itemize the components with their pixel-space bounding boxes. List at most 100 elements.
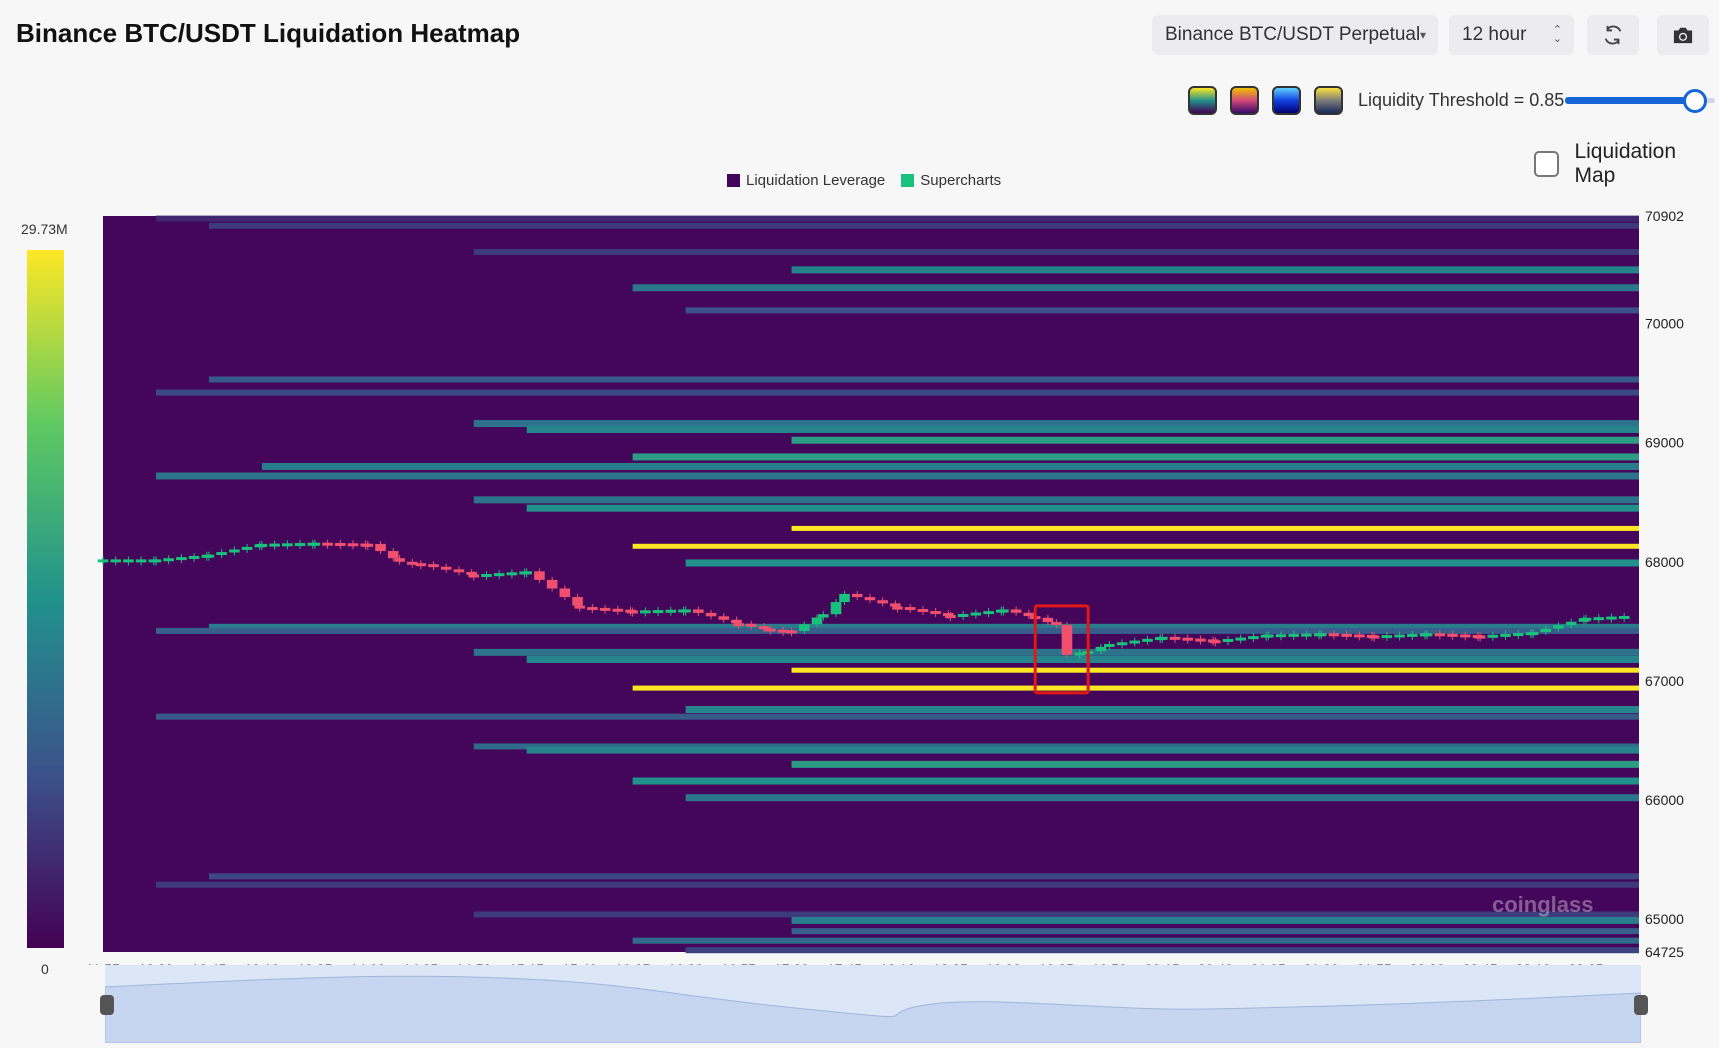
y-tick-label: 68000 — [1645, 554, 1684, 570]
x-tick-label: 17:45 — [827, 961, 862, 965]
heatmap-chart[interactable]: 70902 70000 69000 68000 67000 66000 65000 64725… — [0, 200, 1719, 965]
y-tick-label: 64725 — [1645, 944, 1684, 960]
candle-body — [309, 542, 321, 546]
palette-swatch-jet[interactable] — [1272, 86, 1301, 115]
candle-body — [1341, 633, 1352, 637]
candle-body — [1459, 634, 1471, 638]
liquidation-level-band — [685, 307, 1639, 314]
candle-body — [1540, 628, 1552, 633]
candle-body — [407, 561, 418, 565]
candle-body — [1222, 638, 1234, 642]
slider-knob[interactable] — [1682, 89, 1707, 113]
candle-body — [1195, 638, 1206, 642]
candle-body — [203, 554, 215, 558]
candle-body — [1288, 633, 1299, 637]
candle-body — [521, 571, 533, 575]
x-tick-label: 12:45 — [191, 961, 226, 965]
palette-swatch-cividis[interactable] — [1314, 86, 1343, 115]
candle-body — [229, 549, 240, 553]
x-tick-label: 11:55 — [86, 961, 120, 965]
liquidation-level-band — [632, 685, 1639, 691]
pair-select[interactable]: Binance BTC/USDT Perpetual ▾ — [1152, 15, 1438, 55]
candle-body — [1580, 617, 1592, 621]
liquidity-threshold-label: Liquidity Threshold = 0.85 — [1358, 90, 1565, 110]
candle-body — [627, 610, 638, 614]
camera-icon — [1673, 27, 1693, 44]
liquidation-map-toggle[interactable]: Liquidation Map — [1534, 140, 1719, 188]
navigator-right-handle[interactable] — [1634, 995, 1648, 1015]
x-tick-label: 15:15 — [509, 961, 544, 965]
liquidation-level-band — [526, 655, 1639, 663]
x-tick-label: 21:55 — [1357, 961, 1392, 965]
legend-swatch — [727, 174, 740, 187]
liquidation-level-band — [155, 627, 1639, 634]
legend-label: Supercharts — [920, 172, 1002, 189]
x-tick-label: 16:55 — [721, 961, 756, 965]
candle-body — [453, 569, 465, 573]
y-tick-label: 67000 — [1645, 673, 1684, 689]
refresh-button[interactable] — [1587, 15, 1639, 55]
candle-body — [1553, 625, 1564, 629]
liquidation-level-band — [208, 623, 1639, 631]
liquidation-level-band — [155, 472, 1639, 480]
candle-body — [241, 546, 253, 550]
candle-body — [1394, 634, 1405, 638]
liquidation-map-label: Liquidation Map — [1574, 140, 1677, 187]
candle-body — [572, 597, 583, 606]
candle-body — [904, 607, 916, 611]
candle-body — [957, 613, 969, 617]
x-tick-label: 18:10 — [880, 961, 915, 965]
time-range-navigator[interactable] — [104, 965, 1642, 1044]
candle-body — [440, 566, 452, 570]
liquidation-level-band — [632, 453, 1639, 461]
candle-body — [1328, 633, 1340, 637]
liquidation-map-checkbox[interactable] — [1534, 151, 1560, 177]
candle-body — [110, 559, 122, 563]
candle-body — [150, 559, 162, 563]
candle-body — [998, 609, 1009, 613]
screenshot-button[interactable] — [1657, 15, 1709, 55]
period-select[interactable]: 12 hour ⌃ ⌄ — [1449, 15, 1574, 55]
candle-body — [334, 542, 346, 546]
candle-body — [534, 571, 545, 580]
liquidation-level-band — [473, 420, 1640, 428]
navigator-left-handle[interactable] — [100, 995, 114, 1015]
candle-body — [1474, 635, 1486, 639]
palette-swatch-viridis[interactable] — [1188, 86, 1217, 115]
candle-body — [1368, 635, 1380, 639]
heatmap-background — [103, 216, 1639, 952]
liquidation-level-band — [155, 389, 1639, 396]
candle-body — [1042, 617, 1054, 623]
palette-swatch-plasma[interactable] — [1230, 86, 1259, 115]
liquidation-level-band — [526, 504, 1639, 512]
refresh-icon — [1604, 25, 1622, 45]
candle-body — [415, 563, 427, 567]
candle-body — [777, 629, 789, 633]
liquidity-threshold-slider[interactable] — [1565, 89, 1715, 113]
liquidation-level-band — [526, 426, 1639, 434]
candle-body — [1061, 624, 1073, 655]
candle-body — [559, 588, 571, 598]
candle-body — [970, 612, 982, 616]
candle-body — [428, 564, 439, 568]
candle-body — [665, 609, 677, 613]
candle-body — [640, 610, 651, 614]
x-tick-label: 22:20 — [1410, 961, 1445, 965]
candle-body — [1209, 640, 1221, 644]
candle-body — [943, 613, 954, 617]
candle-body — [983, 611, 994, 615]
candle-body — [839, 593, 850, 603]
y-tick-label: 70000 — [1645, 315, 1684, 331]
legend-label: Liquidation Leverage — [746, 172, 886, 189]
liquidation-level-band — [632, 284, 1639, 292]
candle-body — [322, 542, 333, 546]
y-tick-label: 69000 — [1645, 435, 1684, 451]
candle-body — [786, 630, 797, 634]
legend-item-supercharts[interactable]: Supercharts — [901, 172, 1001, 189]
candle-body — [1074, 652, 1085, 656]
liquidation-level-band — [526, 746, 1639, 754]
liquidation-level-band — [155, 713, 1639, 720]
legend-item-liquidation-leverage[interactable]: Liquidation Leverage — [727, 172, 885, 189]
pair-select-value: Binance BTC/USDT Perpetual — [1165, 24, 1421, 45]
liquidation-level-band — [632, 937, 1639, 944]
